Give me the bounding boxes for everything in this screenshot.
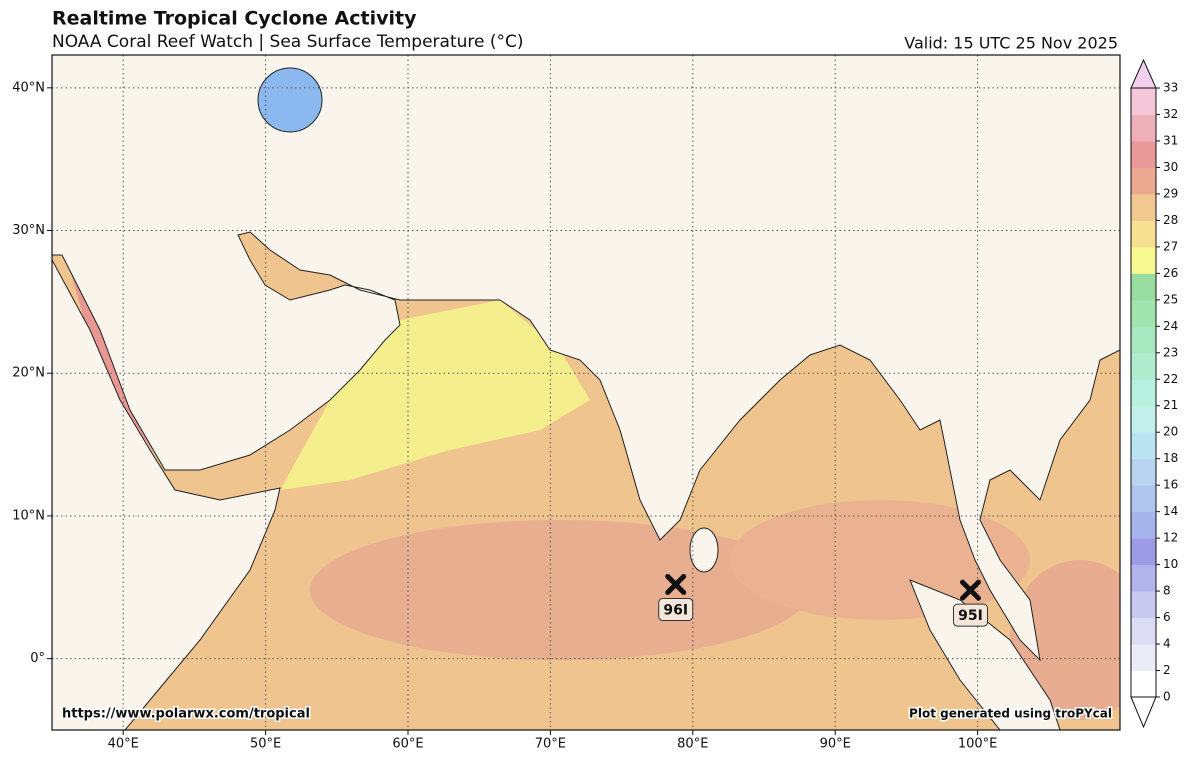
colorbar-cell [1131,140,1156,168]
url: https://www.polarwx.com/tropical [62,707,310,722]
warm-patch [1010,560,1120,720]
land [52,55,1120,662]
map: 96I 95I [52,55,1120,730]
x-tick-label: 50°E [250,737,281,752]
colorbar-cell [1131,167,1156,195]
colorbar-tick-label: 24 [1163,319,1178,333]
colorbar-cell [1131,193,1156,221]
colorbar-cell [1131,220,1156,248]
title: Realtime Tropical Cyclone Activity [52,8,417,30]
sri-lanka [689,527,719,573]
colorbar-tick-label: 25 [1163,292,1178,306]
credit: Plot generated using troPYcal [909,707,1112,721]
storm-label-box [658,597,694,621]
subtitle: NOAA Coral Reef Watch | Sea Surface Temp… [52,32,524,52]
storm-marker [665,573,687,595]
colorbar-cell [1131,88,1156,115]
colorbar-tick-label: 29 [1163,186,1178,200]
storm-label: 95I [958,608,983,624]
colorbar-cell [1131,511,1156,539]
colorbar-tick-label: 18 [1163,451,1178,465]
land [52,259,281,730]
warm-patch [310,520,810,660]
colorbar-cell [1131,564,1156,592]
colorbar-cell [1131,299,1156,327]
colorbar-cell [1131,458,1156,486]
colorbar-tick-label: 12 [1163,531,1178,545]
colorbar-cell [1131,379,1156,407]
colorbar-cell [1131,670,1156,698]
storm-marker [959,579,981,601]
y-tick-label: 10°N [12,508,45,523]
y-tick-label: 30°N [12,223,45,238]
cool-patch [280,300,590,490]
x-tick-label: 90°E [820,737,851,752]
storm-label-box [952,603,988,627]
x-tick-label: 100°E [958,737,998,752]
colorbar-tick-label: 16 [1163,478,1178,492]
colorbar-tick-label: 27 [1163,239,1178,253]
valid-time: Valid: 15 UTC 25 Nov 2025 [904,34,1118,53]
y-tick-label: 40°N [12,80,45,95]
colorbar-cell [1131,405,1156,433]
colorbar-tick-label: 14 [1163,504,1178,518]
colorbar-cell [1131,591,1156,619]
colorbar-under [1130,696,1157,729]
colorbar-tick-label: 20 [1163,425,1178,439]
colorbar-tick-label: 28 [1163,213,1178,227]
x-tick-label: 70°E [535,737,566,752]
colorbar-cell [1131,538,1156,566]
colorbar-cell [1131,352,1156,380]
warm-patch [730,500,1030,620]
colorbar-tick-label: 33 [1163,81,1178,95]
colorbar-cell [1131,114,1156,142]
x-tick-label: 40°E [108,737,139,752]
colorbar-cell [1131,485,1156,513]
colorbar-cell [1131,432,1156,460]
colorbar-tick-label: 10 [1163,557,1178,571]
colorbar-cell [1131,246,1156,274]
colorbar-tick-label: 2 [1163,663,1171,677]
colorbar-frame [1130,87,1157,698]
colorbar-tick-label: 6 [1163,610,1171,624]
colorbar-tick-label: 32 [1163,107,1178,121]
colorbar-tick-label: 23 [1163,345,1178,359]
y-tick-label: 0° [30,651,45,666]
colorbar-tick-label: 31 [1163,133,1178,147]
colorbar-tick-label: 26 [1163,266,1178,280]
storm-label: 96I [663,602,688,618]
colorbar-tick-label: 0 [1163,690,1171,704]
y-tick-label: 20°N [12,366,45,381]
colorbar-tick-label: 30 [1163,160,1178,174]
caspian-sea [257,67,323,133]
map-frame [51,54,1121,731]
x-tick-label: 60°E [392,737,423,752]
colorbar-cell [1131,273,1156,301]
colorbar-tick-label: 21 [1163,398,1178,412]
colorbar-cell [1131,644,1156,672]
colorbar-tick-label: 22 [1163,372,1178,386]
x-tick-label: 80°E [677,737,708,752]
colorbar-tick-label: 4 [1163,637,1171,651]
colorbar-over [1130,58,1157,89]
colorbar-cell [1131,617,1156,645]
colorbar-tick-label: 8 [1163,584,1171,598]
colorbar-cell [1131,326,1156,354]
